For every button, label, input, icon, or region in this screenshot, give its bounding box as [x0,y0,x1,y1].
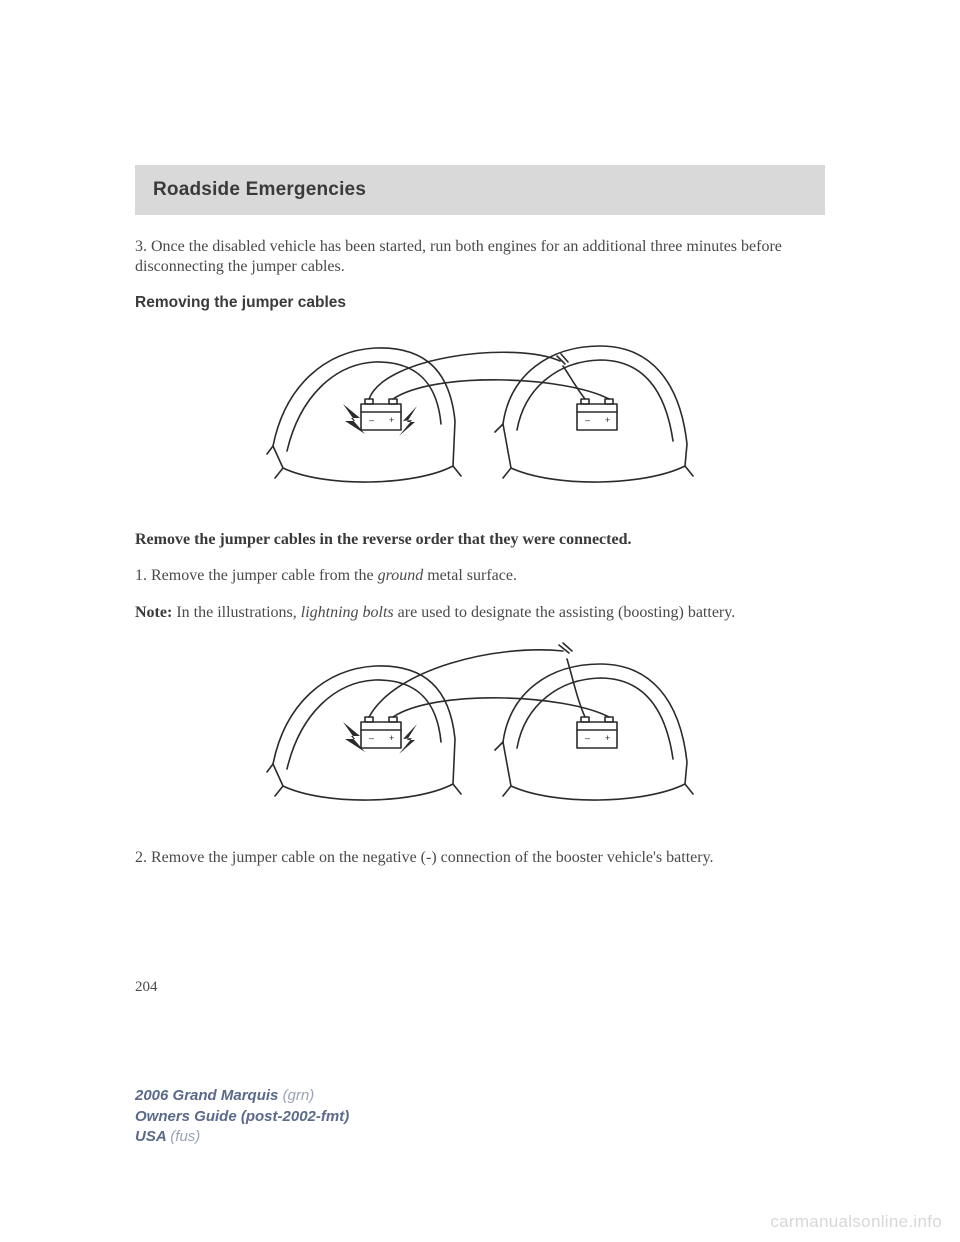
note-text: Note: In the illustrations, lightning bo… [135,603,825,623]
text-fragment: In the illustrations, [172,604,300,621]
page-number: 204 [135,979,825,996]
footer-model-code: (grn) [283,1087,315,1104]
text-fragment: are used to designate the assisting (boo… [394,604,736,621]
footer-guide: Owners Guide (post-2002-fmt) [135,1107,349,1127]
footer-line-1: 2006 Grand Marquis (grn) [135,1086,349,1106]
text-fragment: 1. Remove the jumper cable from the [135,567,378,584]
note-label: Note: [135,604,172,621]
watermark: carmanualsonline.info [770,1212,942,1232]
step-3-text: 3. Once the disabled vehicle has been st… [135,237,825,278]
section-header: Roadside Emergencies [135,165,825,215]
footer-country-code: (fus) [170,1128,200,1145]
battery-pos-label: + [389,415,394,425]
section-title: Roadside Emergencies [153,179,807,201]
step-1-text: 1. Remove the jumper cable from the grou… [135,566,825,586]
battery-neg-label: – [369,733,374,743]
step-2-text: 2. Remove the jumper cable on the negati… [135,848,825,868]
subheading-removing: Removing the jumper cables [135,294,825,312]
footer-model: 2006 Grand Marquis [135,1087,278,1104]
footer-country: USA [135,1128,166,1145]
footer-line-3: USA (fus) [135,1127,349,1147]
text-fragment: metal surface. [423,567,517,584]
battery-neg-label: – [369,415,374,425]
diagram-1-container: – + – + [135,326,825,506]
battery-neg-label: – [585,415,590,425]
diagram-2-container: – + – + [135,639,825,824]
italic-lightning: lightning bolts [301,604,394,621]
battery-pos-label: + [605,733,610,743]
battery-pos-label: + [389,733,394,743]
manual-page: Roadside Emergencies 3. Once the disable… [0,0,960,996]
italic-ground: ground [378,567,424,584]
battery-neg-label: – [585,733,590,743]
jumper-diagram-2: – + – + [265,639,695,819]
battery-pos-label: + [605,415,610,425]
reverse-order-instruction: Remove the jumper cables in the reverse … [135,530,825,550]
footer: 2006 Grand Marquis (grn) Owners Guide (p… [135,1086,349,1147]
jumper-diagram-1: – + – + [265,326,695,501]
bold-text: Remove the jumper cables in the reverse … [135,531,631,548]
